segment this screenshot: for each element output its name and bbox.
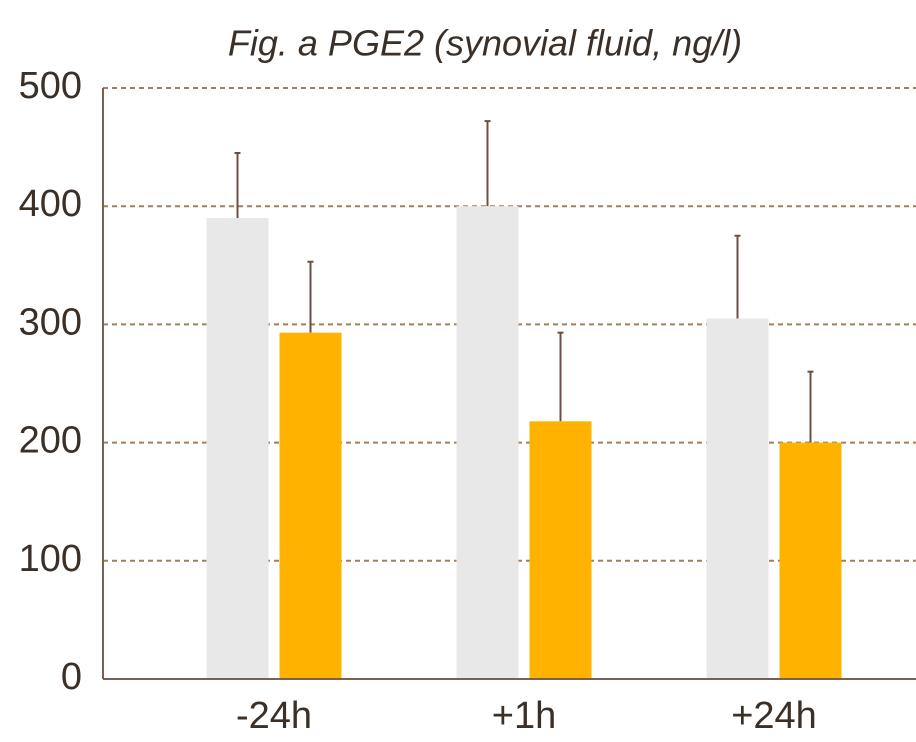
x-tick-label: +24h (731, 695, 817, 737)
bar (779, 442, 842, 679)
bar (206, 218, 269, 679)
y-tick-label: 0 (61, 656, 82, 698)
bar (529, 421, 592, 679)
y-tick-label: 100 (19, 538, 82, 580)
y-tick-label: 500 (19, 65, 82, 107)
x-tick-label: +1h (492, 695, 556, 737)
y-tick-label: 400 (19, 183, 82, 225)
bar (279, 332, 342, 679)
chart-title: Fig. a PGE2 (synovial fluid, ng/l) (228, 23, 742, 64)
y-tick-label: 300 (19, 301, 82, 343)
x-tick-label: -24h (236, 695, 312, 737)
bar (456, 206, 519, 679)
bar (706, 318, 769, 679)
y-tick-label: 200 (19, 420, 82, 462)
